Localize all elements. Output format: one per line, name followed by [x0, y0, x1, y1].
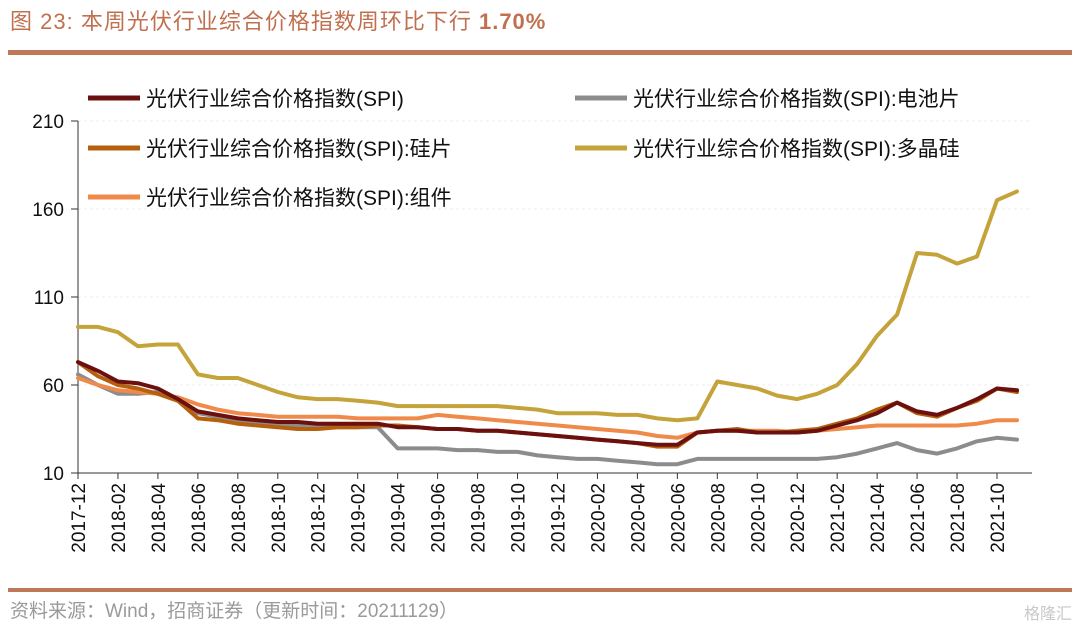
- title-text: 本周光伏行业综合价格指数周环比下行: [80, 9, 472, 34]
- y-tick-label: 110: [34, 288, 64, 309]
- x-tick-label: 2019-08: [469, 483, 490, 553]
- legend-label: 光伏行业综合价格指数(SPI):硅片: [146, 138, 452, 161]
- x-tick-label: 2018-02: [109, 483, 130, 553]
- gridlines: [78, 120, 1032, 386]
- x-tick-label: 2018-04: [149, 483, 170, 553]
- legend-item: 光伏行业综合价格指数(SPI): [88, 88, 404, 111]
- x-tick-label: 2017-12: [69, 483, 90, 553]
- x-tick-label: 2020-10: [748, 483, 769, 553]
- legend-label: 光伏行业综合价格指数(SPI):电池片: [633, 88, 960, 111]
- x-tick-label: 2020-06: [668, 483, 689, 553]
- title-highlight: 1.70%: [478, 9, 547, 34]
- legend-item: 光伏行业综合价格指数(SPI):组件: [88, 187, 452, 210]
- x-tick-label: 2021-04: [868, 483, 889, 553]
- x-tick-label: 2021-06: [908, 483, 929, 553]
- series-line-3: [76, 189, 1019, 423]
- x-tick-label: 2021-08: [948, 483, 969, 553]
- legend: 光伏行业综合价格指数(SPI) 光伏行业综合价格指数(SPI):电池片光伏行业综合…: [88, 88, 960, 210]
- bottom-divider: [8, 588, 1072, 592]
- x-tick-label: 2019-02: [349, 483, 370, 553]
- x-tick-label: 2019-12: [548, 483, 569, 553]
- y-tick-label: 10: [43, 464, 64, 485]
- line-chart: 10 60 110 160 210 2017-12 2018-02 2018-04 2018-0…: [32, 88, 1032, 553]
- legend-label: 光伏行业综合价格指数(SPI):多晶硅: [633, 138, 960, 161]
- x-tick-label: 2021-10: [988, 483, 1009, 553]
- series-lines: [76, 189, 1019, 467]
- x-tick-label: 2020-02: [588, 483, 609, 553]
- top-divider: [8, 50, 1072, 55]
- watermark: 格隆汇: [1023, 606, 1072, 623]
- series-line-0: [76, 360, 1019, 447]
- x-tick-label: 2019-06: [429, 483, 450, 553]
- legend-item: 光伏行业综合价格指数(SPI):硅片: [88, 138, 452, 161]
- y-tick-label: 210: [32, 112, 64, 133]
- x-tick-label: 2018-06: [189, 483, 210, 553]
- series-line-4: [76, 376, 1019, 440]
- x-tick-label: 2019-04: [389, 483, 410, 553]
- x-tick-label: 2018-12: [309, 483, 330, 553]
- x-tick-label: 2020-12: [788, 483, 809, 553]
- axes: 10 60 110 160 210 2017-12 2018-02 2018-04 2018-0…: [32, 112, 1032, 553]
- legend-label: 光伏行业综合价格指数(SPI): [146, 88, 404, 111]
- y-tick-label: 160: [32, 200, 64, 221]
- x-tick-label: 2018-10: [269, 483, 290, 553]
- x-tick-label: 2018-08: [229, 483, 250, 553]
- x-tick-label: 2020-04: [628, 483, 649, 553]
- x-tick-label: 2021-02: [828, 483, 849, 553]
- legend-item: 光伏行业综合价格指数(SPI):电池片: [575, 88, 960, 111]
- x-tick-label: 2020-08: [708, 483, 729, 553]
- source-note: 资料来源：Wind，招商证券（更新时间：20211129）: [10, 601, 459, 622]
- figure-label: 图 23:: [10, 9, 74, 34]
- legend-label: 光伏行业综合价格指数(SPI):组件: [146, 187, 452, 210]
- y-tick-label: 60: [43, 376, 64, 397]
- legend-item: 光伏行业综合价格指数(SPI):多晶硅: [575, 138, 960, 161]
- x-tick-label: 2019-10: [509, 483, 530, 553]
- figure-title: 图 23: 本周光伏行业综合价格指数周环比下行 1.70%: [10, 4, 546, 36]
